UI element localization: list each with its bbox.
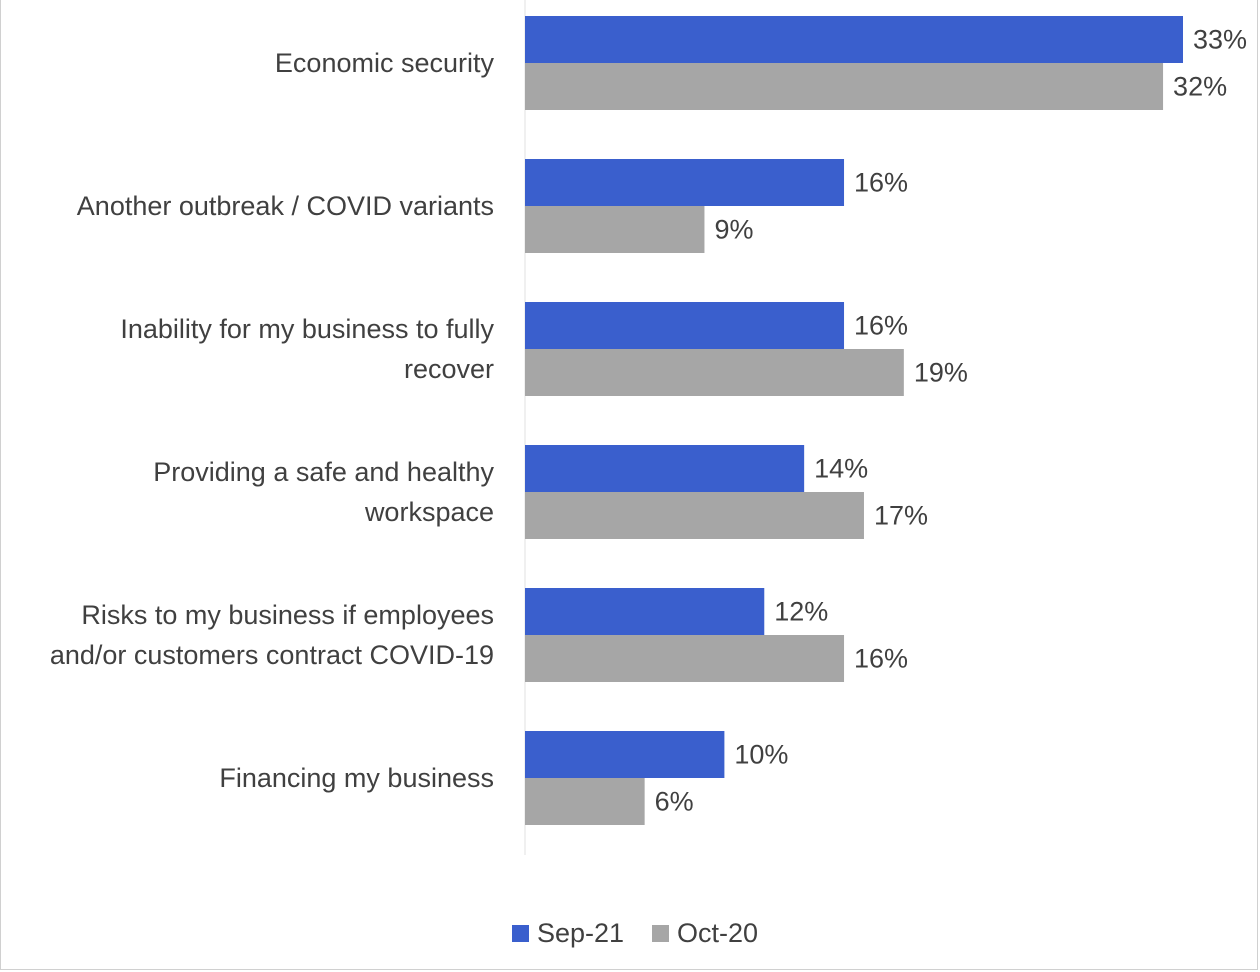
bar-sep-21 — [525, 159, 845, 206]
legend: Sep-21 Oct-20 — [0, 918, 1260, 949]
data-label-sep-21: 33% — [1193, 25, 1247, 55]
bar-chart: Economic security Another outbreak / COVI… — [50, 0, 1247, 855]
bar-oct-20 — [525, 349, 904, 396]
category-label: Economic security — [275, 48, 495, 78]
bar-sep-21 — [525, 16, 1183, 63]
bar-oct-20 — [525, 63, 1164, 110]
bar-sep-21 — [525, 731, 725, 778]
category-label: Risks to my business if employees and/or … — [50, 600, 494, 670]
data-label-oct-20: 6% — [655, 787, 694, 817]
legend-item-oct-20: Oct-20 — [652, 918, 758, 949]
data-label-sep-21: 12% — [774, 597, 828, 627]
category-label-line: Financing my business — [219, 763, 494, 793]
category-label-line: workspace — [364, 497, 494, 527]
legend-swatch-oct-20 — [652, 925, 670, 942]
bar-oct-20 — [525, 778, 645, 825]
bar-oct-20 — [525, 492, 864, 539]
category-label-line: Risks to my business if employees — [81, 600, 494, 630]
category-labels: Economic security Another outbreak / COVI… — [50, 48, 495, 793]
category-label-line: Inability for my business to fully — [120, 314, 494, 344]
bar-oct-20 — [525, 206, 705, 253]
data-label-oct-20: 9% — [714, 215, 753, 245]
category-label-line: Another outbreak / COVID variants — [77, 191, 494, 221]
category-label: Inability for my business to fully recove… — [120, 314, 494, 384]
data-label-sep-21: 16% — [854, 168, 908, 198]
bar-sep-21 — [525, 445, 805, 492]
data-label-oct-20: 16% — [854, 644, 908, 674]
category-label-line: Providing a safe and healthy — [153, 457, 494, 487]
category-label: Financing my business — [219, 763, 494, 793]
bar-sep-21 — [525, 588, 765, 635]
category-label: Providing a safe and healthy workspace — [153, 457, 494, 527]
legend-swatch-sep-21 — [511, 925, 529, 942]
data-label-sep-21: 16% — [854, 311, 908, 341]
data-label-sep-21: 10% — [734, 740, 788, 770]
legend-label-oct-20: Oct-20 — [677, 918, 759, 948]
data-label-oct-20: 32% — [1173, 72, 1227, 102]
category-label-line: recover — [404, 354, 494, 384]
value-labels: 33%32%16%9%16%19%14%17%12%16%10%6% — [655, 25, 1247, 817]
category-label-line: Economic security — [275, 48, 495, 78]
data-label-oct-20: 17% — [874, 501, 928, 531]
legend-item-sep-21: Sep-21 — [511, 918, 625, 949]
category-label-line: and/or customers contract COVID-19 — [50, 640, 494, 670]
category-label: Another outbreak / COVID variants — [77, 191, 494, 221]
bar-sep-21 — [525, 302, 845, 349]
bars — [525, 16, 1183, 825]
legend-label-sep-21: Sep-21 — [536, 918, 625, 948]
bar-oct-20 — [525, 635, 845, 682]
data-label-oct-20: 19% — [914, 358, 968, 388]
data-label-sep-21: 14% — [814, 454, 868, 484]
